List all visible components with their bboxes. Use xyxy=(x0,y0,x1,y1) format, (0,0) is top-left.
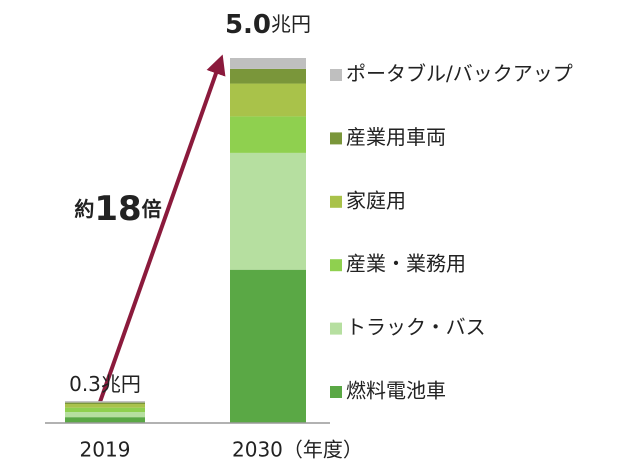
bar-segment xyxy=(65,417,145,423)
legend-label: 燃料電池車 xyxy=(346,379,446,403)
total-label: 5.0兆円 xyxy=(225,10,311,40)
bar-segment xyxy=(230,116,306,153)
bar-segment xyxy=(230,269,306,423)
bar-segment xyxy=(65,404,145,408)
bar-segment xyxy=(65,402,145,405)
bar-segment xyxy=(230,83,306,117)
bar-segment xyxy=(230,152,306,270)
legend-label: 産業・業務用 xyxy=(346,252,466,276)
annotation-prefix: 約 xyxy=(74,197,94,221)
bar-segment xyxy=(230,68,306,84)
bar-segment xyxy=(230,58,306,69)
legend-label: ポータブル/バックアップ xyxy=(346,62,573,86)
total-value: 0.3 xyxy=(69,372,101,396)
bar-segment xyxy=(65,412,145,418)
legend-swatch xyxy=(330,386,342,398)
legend-label: 産業用車両 xyxy=(346,125,446,149)
legend-swatch xyxy=(330,69,342,81)
annotation-suffix: 倍 xyxy=(142,197,162,221)
legend-label: 家庭用 xyxy=(346,188,406,212)
x-tick-label: 2030（年度） xyxy=(232,438,363,462)
growth-arrow xyxy=(98,54,226,403)
legend-label: トラック・バス xyxy=(346,315,486,339)
x-tick-label: 2019 xyxy=(80,438,131,462)
growth-annotation: 約18倍 xyxy=(74,189,161,229)
total-unit: 兆円 xyxy=(271,12,311,36)
total-unit: 兆円 xyxy=(101,372,141,396)
legend-swatch xyxy=(330,132,342,145)
total-value: 5.0 xyxy=(225,10,271,40)
bar-segment xyxy=(65,401,145,403)
legend-swatch xyxy=(330,259,342,272)
legend-swatch xyxy=(330,322,342,335)
total-label: 0.3兆円 xyxy=(69,372,141,396)
annotation-value: 18 xyxy=(94,189,141,229)
bar-segment xyxy=(65,407,145,413)
legend-swatch xyxy=(330,195,342,208)
